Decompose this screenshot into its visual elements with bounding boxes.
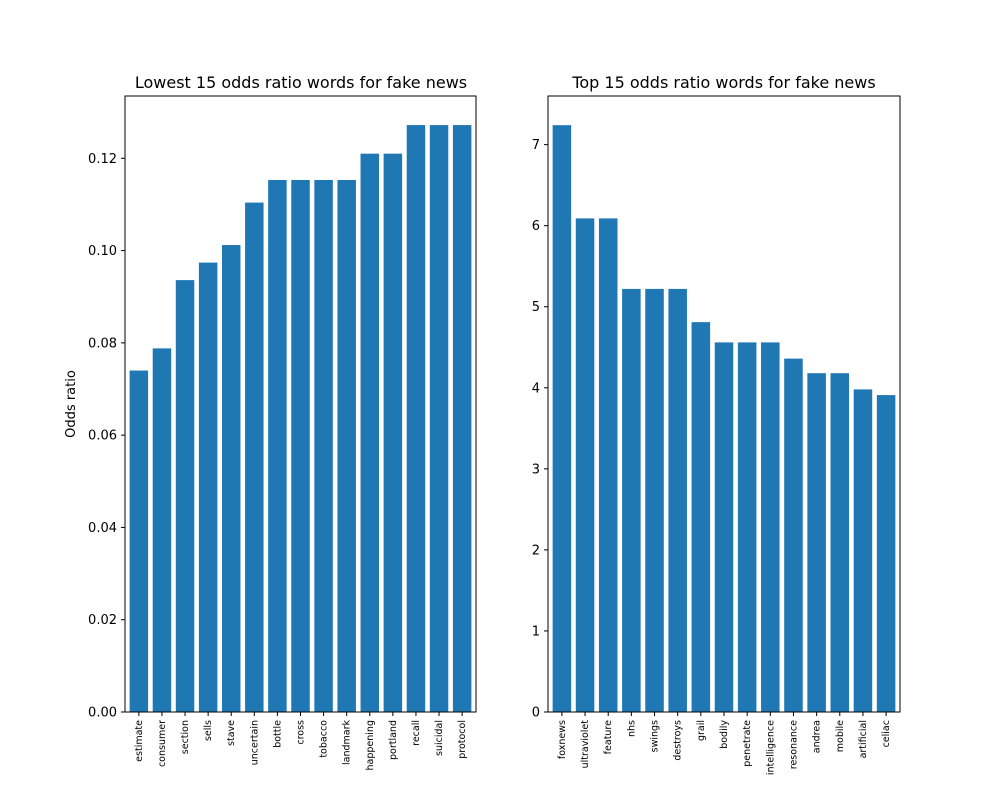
x-tick-label: sells bbox=[203, 720, 214, 741]
y-tick-label: 0.02 bbox=[88, 613, 117, 628]
x-axis: estimate consumer section sells stave uncerta… bbox=[134, 712, 468, 770]
x-tick-label: artificial bbox=[858, 720, 869, 758]
x-tick-label: nhs bbox=[626, 720, 637, 737]
x-tick-label: swings bbox=[650, 720, 661, 752]
bar-feature bbox=[598, 218, 618, 713]
y-axis-label: Odds ratio bbox=[64, 370, 79, 438]
x-tick-label: happening bbox=[365, 720, 376, 770]
chart-title: Lowest 15 odds ratio words for fake news bbox=[135, 73, 467, 92]
y-tick-label: 0.00 bbox=[88, 706, 117, 721]
x-tick-label: portland bbox=[388, 720, 399, 760]
bar-foxnews bbox=[552, 125, 572, 712]
y-tick-label: 4 bbox=[532, 381, 540, 396]
bar-ultraviolet bbox=[575, 218, 595, 713]
x-tick-label: penetrate bbox=[742, 720, 753, 767]
x-tick-label: grail bbox=[696, 720, 707, 741]
bar-destroys bbox=[668, 288, 687, 712]
bar-consumer bbox=[152, 348, 172, 712]
x-tick-label: intelligence bbox=[765, 720, 776, 775]
bar-section bbox=[175, 280, 195, 712]
bar-nhs bbox=[622, 288, 641, 712]
bars bbox=[129, 125, 472, 713]
chart-lowest-odds: Lowest 15 odds ratio words for fake news… bbox=[64, 73, 477, 770]
x-tick-label: section bbox=[180, 720, 191, 754]
bar-penetrate bbox=[737, 342, 757, 712]
bar-mobile bbox=[830, 373, 850, 712]
x-tick-label: andrea bbox=[812, 720, 823, 753]
bar-recall bbox=[406, 125, 426, 713]
y-tick-label: 1 bbox=[532, 624, 540, 639]
x-tick-label: celiac bbox=[881, 720, 892, 747]
x-tick-label: uncertain bbox=[249, 720, 260, 765]
x-tick-label: consumer bbox=[157, 720, 168, 767]
x-tick-label: landmark bbox=[342, 720, 353, 765]
chart-title: Top 15 odds ratio words for fake news bbox=[571, 73, 875, 92]
y-axis: 0 1 2 3 4 5 6 7 bbox=[532, 138, 548, 721]
bar-stave bbox=[221, 245, 241, 712]
bar-celiac bbox=[876, 395, 896, 712]
x-tick-label: feature bbox=[603, 720, 614, 754]
x-tick-label: mobile bbox=[835, 720, 846, 752]
bar-andrea bbox=[807, 373, 826, 712]
bar-grail bbox=[691, 322, 711, 712]
bar-estimate bbox=[129, 370, 149, 712]
y-tick-label: 5 bbox=[532, 300, 540, 315]
y-tick-label: 3 bbox=[532, 462, 540, 477]
plot-frame bbox=[124, 95, 477, 713]
x-tick-label: protocol bbox=[457, 720, 468, 759]
bar-cross bbox=[291, 179, 310, 713]
y-tick-label: 7 bbox=[532, 138, 540, 153]
bar-portland bbox=[383, 153, 403, 712]
x-tick-label: recall bbox=[411, 720, 422, 746]
bars bbox=[552, 125, 896, 713]
bar-happening bbox=[360, 153, 380, 712]
bar-uncertain bbox=[245, 202, 264, 713]
bar-suicidal bbox=[429, 125, 449, 713]
x-tick-label: suicidal bbox=[434, 720, 445, 756]
x-tick-label: bodily bbox=[719, 720, 730, 749]
bar-resonance bbox=[784, 358, 803, 712]
y-tick-label: 0.04 bbox=[88, 521, 117, 536]
x-tick-label: stave bbox=[226, 720, 237, 746]
y-tick-label: 6 bbox=[532, 219, 540, 234]
bar-swings bbox=[645, 288, 664, 712]
y-tick-label: 2 bbox=[532, 543, 540, 558]
bar-tobacco bbox=[314, 179, 333, 713]
bar-bottle bbox=[268, 179, 287, 713]
x-tick-label: cross bbox=[296, 720, 307, 745]
bar-intelligence bbox=[761, 342, 780, 712]
plot-frame bbox=[547, 95, 901, 713]
bar-protocol bbox=[452, 125, 472, 713]
x-tick-label: foxnews bbox=[557, 720, 568, 759]
y-tick-label: 0 bbox=[532, 706, 540, 721]
x-tick-label: bottle bbox=[272, 720, 283, 748]
y-tick-label: 0.10 bbox=[88, 244, 117, 259]
bar-sells bbox=[198, 262, 218, 712]
x-tick-label: destroys bbox=[673, 720, 684, 761]
y-tick-label: 0.08 bbox=[88, 336, 117, 351]
bar-landmark bbox=[337, 179, 356, 713]
y-tick-label: 0.06 bbox=[88, 429, 117, 444]
x-tick-label: tobacco bbox=[319, 720, 330, 758]
x-tick-label: resonance bbox=[788, 720, 799, 769]
bar-artificial bbox=[853, 389, 873, 712]
x-tick-label: estimate bbox=[134, 720, 145, 762]
y-tick-label: 0.12 bbox=[88, 152, 117, 167]
chart-top-odds: Top 15 odds ratio words for fake news 0 1… bbox=[532, 73, 901, 775]
x-tick-label: ultraviolet bbox=[580, 720, 591, 769]
bar-bodily bbox=[714, 342, 734, 712]
y-axis: 0.00 0.02 0.04 0.06 0.08 0.10 0.12 bbox=[88, 152, 125, 721]
x-axis: foxnews ultraviolet feature nhs swings destro… bbox=[557, 712, 892, 775]
